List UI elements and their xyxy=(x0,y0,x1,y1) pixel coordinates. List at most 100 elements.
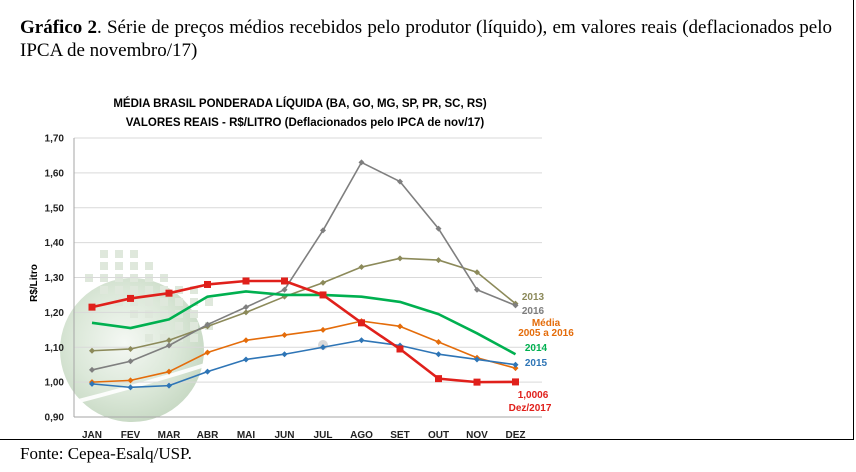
annotation-label: Dez/2017 xyxy=(509,403,552,414)
series-line xyxy=(91,290,517,356)
series-label: 2014 xyxy=(525,343,548,354)
y-tick-label: 1,10 xyxy=(45,343,65,354)
data-point xyxy=(89,380,95,387)
decor-square xyxy=(145,286,153,294)
decor-square xyxy=(160,286,168,294)
series-2015 xyxy=(89,337,519,391)
data-point xyxy=(243,309,249,316)
data-point xyxy=(435,375,442,383)
data-point xyxy=(127,358,134,365)
chart-title: MÉDIA BRASIL PONDERADA LÍQUIDA (BA, GO, … xyxy=(113,97,487,110)
data-point xyxy=(166,382,172,389)
data-point xyxy=(166,337,172,344)
data-point xyxy=(435,351,442,358)
decor-square xyxy=(100,262,108,270)
decor-square xyxy=(175,334,183,342)
y-tick-label: 1,40 xyxy=(45,238,65,249)
x-tick-label: JAN xyxy=(82,430,102,441)
data-point xyxy=(397,323,403,330)
data-point xyxy=(473,378,481,386)
source-note: Fonte: Cepea-Esalq/USP. xyxy=(20,444,192,463)
data-point xyxy=(281,286,288,293)
data-point xyxy=(397,255,403,262)
decor-square xyxy=(130,262,138,270)
decor-square xyxy=(190,310,198,318)
x-tick-label: MAI xyxy=(237,430,256,441)
y-tick-label: 1,60 xyxy=(45,168,65,179)
data-point xyxy=(204,321,211,328)
series-line xyxy=(91,161,516,371)
decor-square xyxy=(130,310,138,318)
x-tick-label: NOV xyxy=(466,430,488,441)
data-point xyxy=(243,304,249,311)
decor-square xyxy=(160,334,168,342)
axes: 0,90 1,00 1,10 1,20 1,30 1,40 1,50 1,60 1,70 JAN F… xyxy=(45,134,542,441)
data-point xyxy=(89,347,95,354)
decor-square xyxy=(115,250,123,258)
data-point xyxy=(127,384,134,391)
decor-square xyxy=(175,298,183,306)
decor-square xyxy=(190,286,198,294)
y-tick-label: 1,00 xyxy=(45,378,65,389)
decor-square xyxy=(145,334,153,342)
data-point xyxy=(320,227,326,234)
annotation-value: 1,0006 xyxy=(518,390,549,401)
decor-square xyxy=(160,310,168,318)
data-point xyxy=(512,365,519,372)
data-point xyxy=(358,264,365,271)
data-point xyxy=(166,342,172,349)
x-tick-label: MAR xyxy=(158,430,182,441)
decor-square xyxy=(190,298,198,306)
data-point xyxy=(474,269,480,276)
series-2014 xyxy=(91,290,517,356)
data-point xyxy=(242,277,250,285)
data-point xyxy=(243,337,249,344)
x-tick-label: SET xyxy=(390,430,409,441)
data-point xyxy=(397,178,403,185)
series-line xyxy=(91,320,516,383)
data-point xyxy=(512,361,519,368)
data-point xyxy=(396,345,404,353)
series-2016 xyxy=(89,159,519,373)
data-point xyxy=(474,286,480,293)
y-axis-label: R$/Litro xyxy=(29,264,40,302)
data-point xyxy=(512,302,519,309)
decor-square xyxy=(130,298,138,306)
data-point xyxy=(358,319,365,327)
data-point xyxy=(320,279,326,286)
series-2017 xyxy=(88,277,519,386)
data-point xyxy=(88,303,96,311)
data-point xyxy=(281,351,288,358)
caption-label: Gráfico 2 xyxy=(20,17,97,38)
data-point xyxy=(127,345,134,352)
data-point xyxy=(281,332,288,339)
x-tick-label: ABR xyxy=(197,430,219,441)
data-point xyxy=(127,377,134,384)
series-line xyxy=(91,279,516,384)
decor-square xyxy=(130,286,138,294)
series-label: 2015 xyxy=(525,358,548,369)
background-decoration xyxy=(60,250,328,422)
decor-square xyxy=(115,262,123,270)
caption-text: . Série de preços médios recebidos pelo … xyxy=(20,17,832,61)
data-point xyxy=(243,356,249,363)
decor-square xyxy=(100,250,108,258)
decor-square xyxy=(145,262,153,270)
decor-square xyxy=(100,286,108,294)
data-point xyxy=(204,349,211,356)
decor-square xyxy=(115,286,123,294)
decor-square xyxy=(190,334,198,342)
y-tick-label: 0,90 xyxy=(45,413,65,424)
decor-square xyxy=(175,322,183,330)
chart-subtitle: VALORES REAIS - R$/LITRO (Deflacionados … xyxy=(126,117,485,129)
decor-square xyxy=(160,322,168,330)
series-label: Média xyxy=(532,318,561,329)
series-label: 2005 a 2016 xyxy=(518,328,574,339)
data-point xyxy=(89,366,95,373)
data-point xyxy=(320,326,326,333)
y-tick-label: 1,20 xyxy=(45,308,65,319)
x-tick-label: DEZ xyxy=(506,430,526,441)
data-point xyxy=(204,280,211,288)
